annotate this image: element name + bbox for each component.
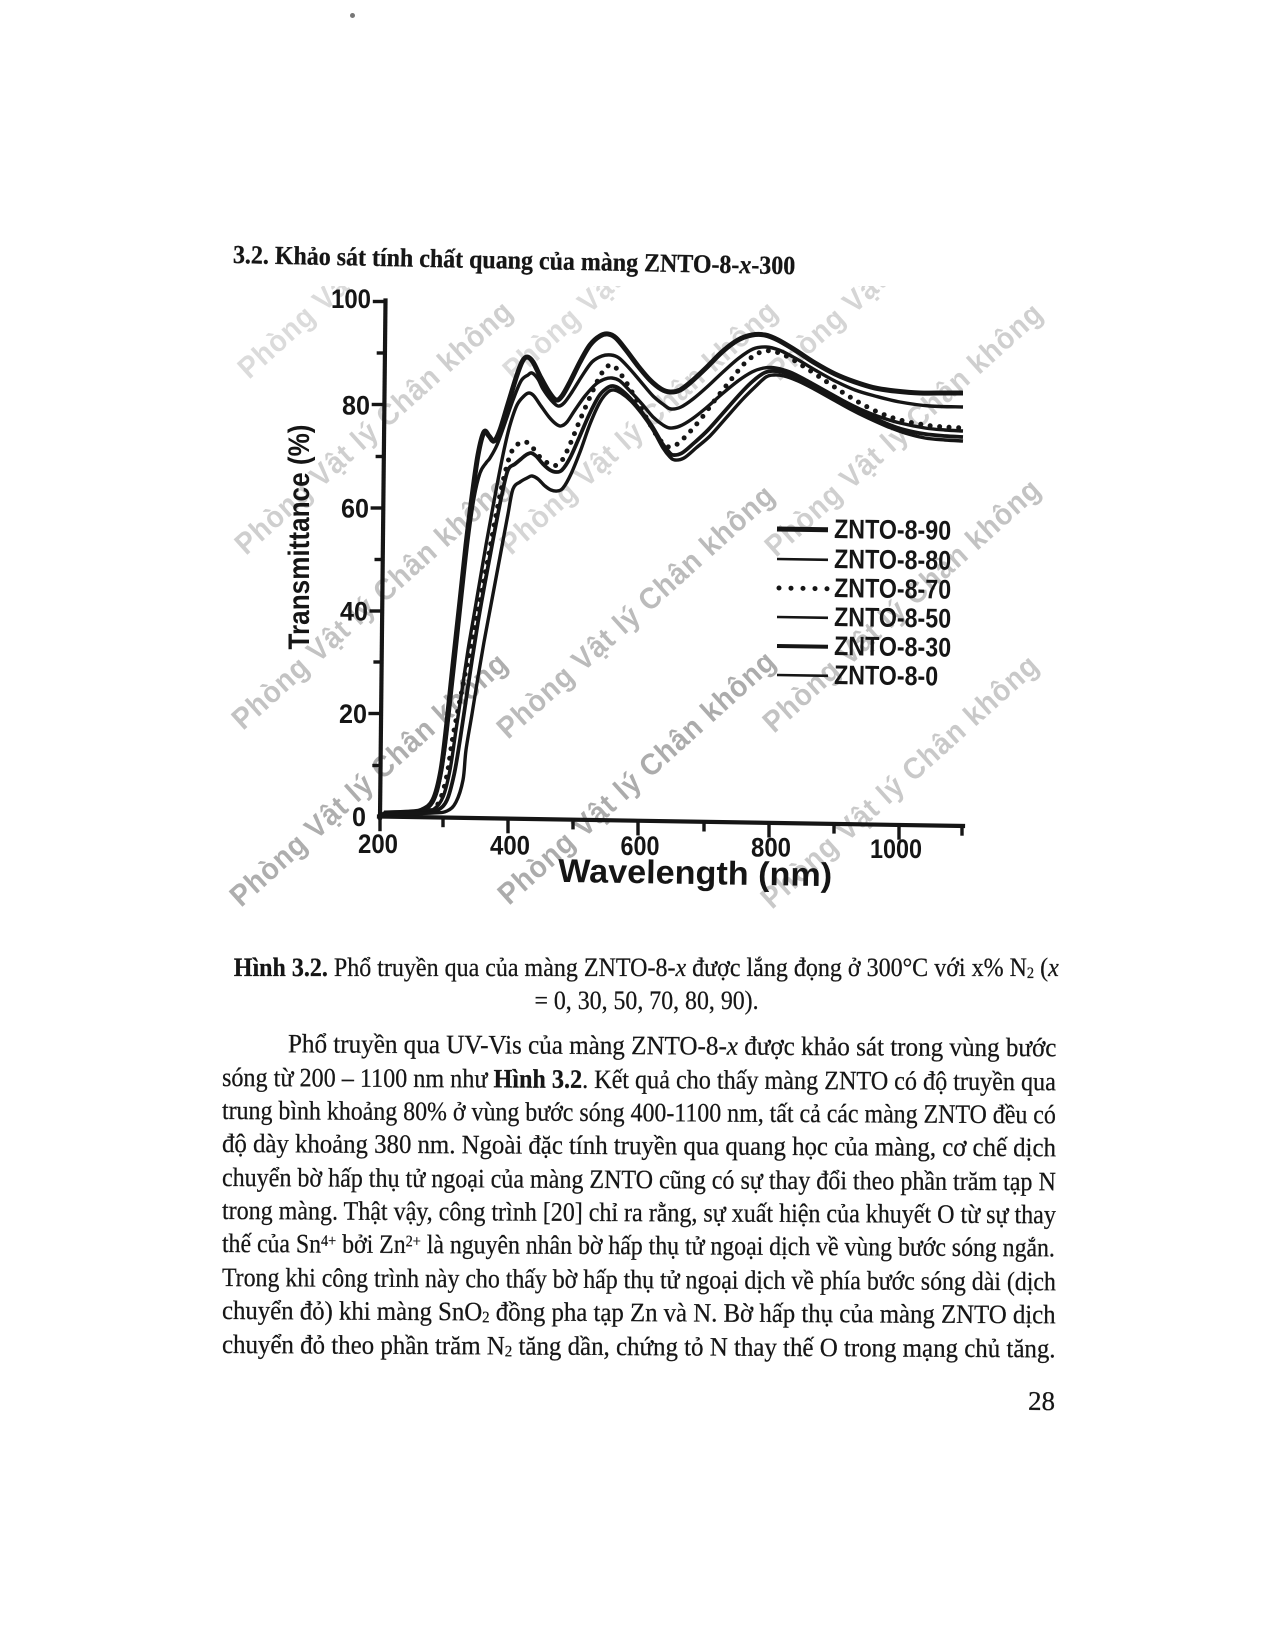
svg-text:600: 600 xyxy=(621,831,660,861)
svg-text:40: 40 xyxy=(340,597,368,627)
svg-text:0: 0 xyxy=(352,802,366,832)
svg-text:ZNTO-8-0: ZNTO-8-0 xyxy=(834,660,938,691)
svg-text:Transmittance (%): Transmittance (%) xyxy=(283,425,316,650)
svg-text:80: 80 xyxy=(342,391,370,421)
svg-text:20: 20 xyxy=(339,699,367,729)
svg-text:800: 800 xyxy=(751,833,791,863)
svg-text:ZNTO-8-50: ZNTO-8-50 xyxy=(834,602,951,634)
svg-text:Wavelength (nm): Wavelength (nm) xyxy=(558,852,833,893)
svg-text:ZNTO-8-80: ZNTO-8-80 xyxy=(834,544,951,576)
svg-text:ZNTO-8-70: ZNTO-8-70 xyxy=(834,573,951,605)
svg-text:400: 400 xyxy=(490,831,530,861)
svg-text:ZNTO-8-90: ZNTO-8-90 xyxy=(834,514,951,546)
svg-text:ZNTO-8-30: ZNTO-8-30 xyxy=(834,631,951,663)
svg-text:100: 100 xyxy=(331,284,371,314)
svg-text:1000: 1000 xyxy=(870,834,922,864)
svg-text:60: 60 xyxy=(341,494,369,524)
svg-text:200: 200 xyxy=(358,829,398,859)
